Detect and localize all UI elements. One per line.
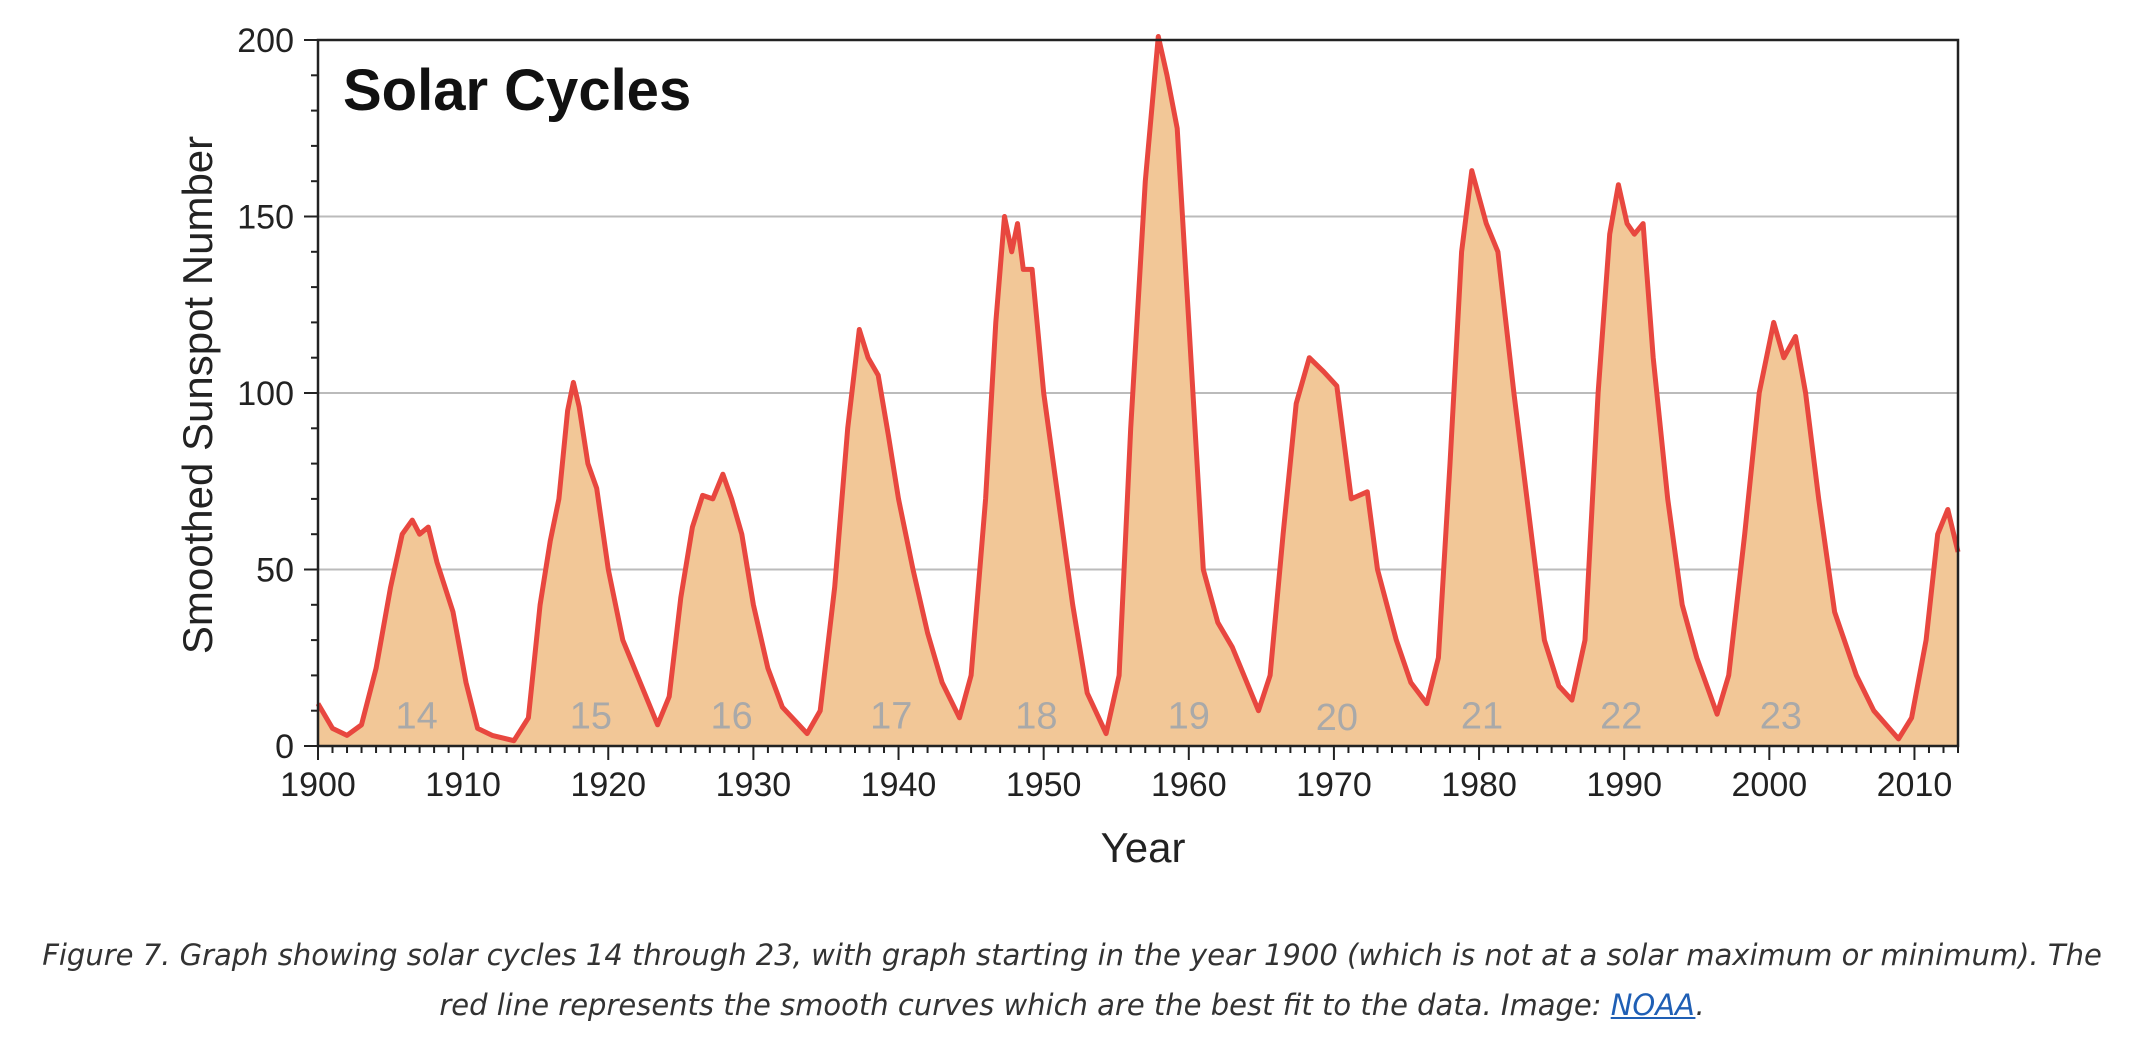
cycle-label-22: 22: [1600, 695, 1642, 737]
cycle-label-15: 15: [570, 695, 612, 737]
x-tick-label-1960: 1960: [1151, 766, 1227, 804]
x-tick-label-1950: 1950: [1006, 766, 1082, 804]
noaa-link[interactable]: NOAA: [1610, 988, 1696, 1022]
chart-title: Solar Cycles: [343, 58, 691, 123]
y-tick-label-100: 100: [237, 375, 294, 413]
cycle-label-20: 20: [1316, 697, 1358, 739]
x-axis: 1900 1910 1920 1930 1940 1950 1960 1970 1980 1990…: [280, 746, 1959, 804]
caption-end: .: [1695, 988, 1705, 1022]
x-tick-label-2000: 2000: [1732, 766, 1808, 804]
y-axis: 0 50 100 150 200: [237, 22, 318, 766]
sunspot-line: [315, 34, 1961, 744]
cycle-label-14: 14: [396, 695, 438, 737]
cycle-label-17: 17: [870, 695, 912, 737]
caption-text: Figure 7. Graph showing solar cycles 14 …: [42, 938, 2102, 1022]
y-axis-label: Smoothed Sunspot Number: [174, 136, 221, 654]
y-tick-label-150: 150: [237, 199, 294, 237]
y-tick-label-50: 50: [256, 552, 294, 590]
y-tick-label-200: 200: [237, 22, 294, 60]
x-tick-label-2010: 2010: [1877, 766, 1953, 804]
sunspot-area-fill: [318, 36, 1958, 746]
x-tick-label-1970: 1970: [1296, 766, 1372, 804]
solar-cycles-chart: 14 15 16 17 18 19 20 21 22 23 1900 1910 1920 1930 194…: [174, 22, 1961, 871]
cycle-label-19: 19: [1168, 695, 1210, 737]
x-tick-label-1920: 1920: [570, 766, 646, 804]
x-tick-label-1980: 1980: [1441, 766, 1517, 804]
y-tick-label-0: 0: [275, 728, 294, 766]
cycle-label-23: 23: [1760, 695, 1802, 737]
x-tick-label-1910: 1910: [425, 766, 501, 804]
cycle-label-21: 21: [1461, 695, 1503, 737]
x-axis-label: Year: [1101, 824, 1186, 871]
cycle-label-18: 18: [1015, 695, 1057, 737]
x-tick-label-1990: 1990: [1586, 766, 1662, 804]
figure-caption: Figure 7. Graph showing solar cycles 14 …: [30, 930, 2114, 1030]
x-tick-label-1930: 1930: [716, 766, 792, 804]
cycle-labels: 14 15 16 17 18 19 20 21 22 23: [396, 695, 1803, 739]
x-tick-label-1900: 1900: [280, 766, 356, 804]
cycle-label-16: 16: [710, 695, 752, 737]
x-tick-label-1940: 1940: [861, 766, 937, 804]
